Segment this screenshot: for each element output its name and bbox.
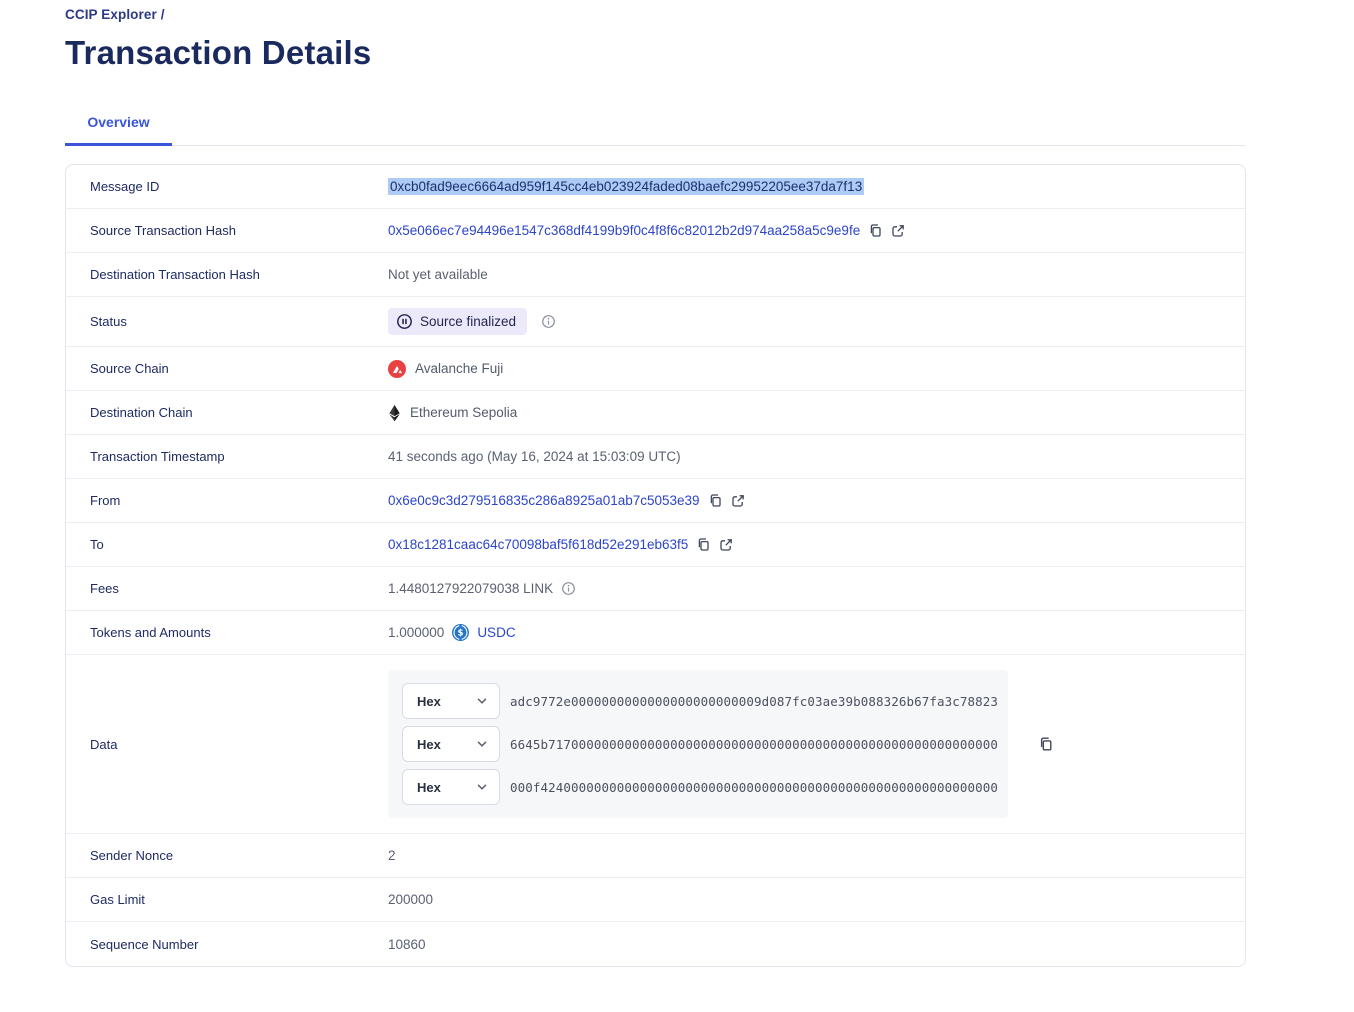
fees-info-icon[interactable] — [561, 581, 576, 596]
status-pause-icon — [396, 313, 413, 330]
avalanche-icon — [388, 359, 406, 378]
data-hex-line: Hex 6645b7170000000000000000000000000000… — [402, 726, 998, 762]
row-dest-tx-hash: Destination Transaction Hash Not yet ava… — [66, 253, 1245, 297]
tab-overview[interactable]: Overview — [65, 114, 172, 146]
source-tx-hash-label: Source Transaction Hash — [90, 223, 236, 238]
hex-format-value: Hex — [417, 736, 441, 752]
sender-nonce-value: 2 — [388, 848, 396, 863]
external-link-icon[interactable] — [891, 224, 905, 238]
row-timestamp: Transaction Timestamp 41 seconds ago (Ma… — [66, 435, 1245, 479]
source-tx-hash-link[interactable]: 0x5e066ec7e94496e1547c368df4199b9f0c4f8f… — [388, 223, 861, 238]
hex-format-select[interactable]: Hex — [402, 726, 500, 762]
status-badge: Source finalized — [388, 308, 528, 335]
dest-tx-hash-value: Not yet available — [388, 267, 488, 282]
row-tokens-amounts: Tokens and Amounts 1.000000 $ USDC — [66, 611, 1245, 655]
sequence-number-value: 10860 — [388, 936, 426, 952]
data-hex-value[interactable]: adc9772e0000000000000000000000009d087fc0… — [510, 693, 999, 709]
svg-text:$: $ — [458, 629, 464, 639]
gas-limit-value: 200000 — [388, 892, 434, 907]
data-hex-value[interactable]: 000f424000000000000000000000000000000000… — [510, 779, 999, 795]
token-amount: 1.000000 — [388, 625, 445, 640]
row-source-tx-hash: Source Transaction Hash 0x5e066ec7e94496… — [66, 209, 1245, 253]
row-sender-nonce: Sender Nonce 2 — [66, 834, 1245, 878]
tab-bar: Overview — [65, 114, 1246, 146]
external-link-icon[interactable] — [719, 538, 733, 552]
to-address-link[interactable]: 0x18c1281caac64c70098baf5f618d52e291eb63… — [388, 537, 689, 552]
row-fees: Fees 1.4480127922079038 LINK — [66, 567, 1245, 611]
row-source-chain: Source Chain Avalanche Fuji — [66, 347, 1245, 391]
row-dest-chain: Destination Chain Ethereum Sepolia — [66, 391, 1245, 435]
chevron-down-icon — [476, 781, 488, 793]
from-address-link[interactable]: 0x6e0c9c3d279516835c286a8925a01ab7c5053e… — [388, 493, 700, 508]
status-label: Status — [90, 314, 127, 329]
token-usdc-link[interactable]: USDC — [477, 625, 516, 640]
copy-icon[interactable] — [696, 537, 711, 552]
sender-nonce-label: Sender Nonce — [90, 848, 174, 863]
status-info-icon[interactable] — [541, 314, 556, 329]
dest-chain-label: Destination Chain — [90, 405, 193, 420]
message-id-label: Message ID — [90, 179, 160, 194]
row-data: Data Hex adc9772e00000000000000000000000… — [66, 655, 1245, 834]
chevron-down-icon — [476, 738, 488, 750]
fees-value: 1.4480127922079038 LINK — [388, 581, 554, 596]
hex-format-value: Hex — [417, 779, 441, 795]
row-gas-limit: Gas Limit 200000 — [66, 878, 1245, 922]
external-link-icon[interactable] — [731, 494, 745, 508]
data-hex-line: Hex adc9772e0000000000000000000000009d08… — [402, 683, 998, 719]
row-message-id: Message ID 0xcb0fad9eec6664ad959f145cc4e… — [66, 165, 1245, 209]
row-to: To 0x18c1281caac64c70098baf5f618d52e291e… — [66, 523, 1245, 567]
data-label: Data — [90, 736, 118, 752]
row-sequence-number: Sequence Number 10860 — [66, 922, 1245, 966]
status-badge-text: Source finalized — [420, 314, 517, 329]
timestamp-value: 41 seconds ago (May 16, 2024 at 15:03:09… — [388, 449, 681, 464]
transaction-details-card: Message ID 0xcb0fad9eec6664ad959f145cc4e… — [65, 164, 1246, 967]
hex-format-value: Hex — [417, 693, 441, 709]
row-from: From 0x6e0c9c3d279516835c286a8925a01ab7c… — [66, 479, 1245, 523]
copy-data-icon[interactable] — [1038, 736, 1054, 752]
hex-format-select[interactable]: Hex — [402, 769, 500, 805]
data-hex-value[interactable]: 6645b71700000000000000000000000000000000… — [510, 736, 999, 752]
sequence-number-label: Sequence Number — [90, 936, 199, 952]
data-hex-line: Hex 000f42400000000000000000000000000000… — [402, 769, 998, 805]
breadcrumb-separator: / — [160, 7, 165, 22]
copy-icon[interactable] — [708, 493, 723, 508]
source-chain-name: Avalanche Fuji — [415, 361, 504, 376]
dest-chain-name: Ethereum Sepolia — [410, 405, 518, 420]
timestamp-label: Transaction Timestamp — [90, 449, 225, 464]
breadcrumb-ccip-explorer-link[interactable]: CCIP Explorer — [65, 7, 157, 22]
tokens-amounts-label: Tokens and Amounts — [90, 625, 211, 640]
fees-label: Fees — [90, 581, 119, 596]
row-status: Status Source finalized — [66, 297, 1245, 347]
breadcrumb: CCIP Explorer / — [65, 7, 1246, 22]
ethereum-icon — [388, 404, 401, 422]
dest-tx-hash-label: Destination Transaction Hash — [90, 267, 260, 282]
hex-format-select[interactable]: Hex — [402, 683, 500, 719]
to-label: To — [90, 537, 104, 552]
page-title: Transaction Details — [65, 34, 372, 71]
source-chain-label: Source Chain — [90, 361, 169, 376]
message-id-value[interactable]: 0xcb0fad9eec6664ad959f145cc4eb023924fade… — [388, 178, 865, 195]
data-hex-panel: Hex adc9772e0000000000000000000000009d08… — [388, 670, 1008, 818]
from-label: From — [90, 493, 121, 508]
copy-icon[interactable] — [868, 223, 883, 238]
gas-limit-label: Gas Limit — [90, 892, 145, 907]
chevron-down-icon — [476, 695, 488, 707]
usdc-icon: $ — [452, 624, 470, 641]
